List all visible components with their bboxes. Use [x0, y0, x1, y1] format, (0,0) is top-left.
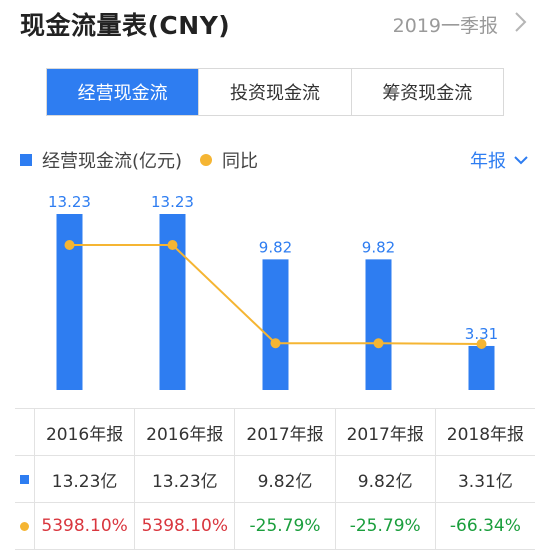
tab-financing-cashflow[interactable]: 筹资现金流 — [350, 69, 503, 115]
data-table: 2016年报 2016年报 2017年报 2017年报 2018年报 13.23… — [15, 408, 535, 550]
bar-value-label: 13.23 — [48, 193, 91, 211]
legend-line-swatch — [200, 154, 213, 166]
chevron-down-icon — [514, 156, 528, 165]
bar-2[interactable] — [262, 259, 289, 390]
bar-value-label: 9.82 — [259, 238, 292, 256]
period-selector-label: 年报 — [470, 151, 506, 172]
bar-marker — [20, 474, 29, 484]
yoy-point-3[interactable] — [373, 338, 384, 349]
table-cell: 13.23亿 — [35, 456, 136, 502]
bar-value-label: 9.82 — [362, 238, 395, 256]
cashflow-tabs: 经营现金流 投资现金流 筹资现金流 — [46, 68, 504, 116]
chevron-right-icon[interactable] — [514, 10, 528, 34]
table-row-yoy: 5398.10% 5398.10% -25.79% -25.79% -66.34… — [15, 503, 535, 550]
table-cell: 3.31亿 — [457, 471, 513, 492]
table-header-cell: 2016年报 — [135, 409, 236, 455]
bar-value-label: 13.23 — [151, 193, 194, 211]
table-header-cell: 2017年报 — [336, 409, 436, 455]
chart-legend: 经营现金流(亿元) 同比 — [20, 147, 258, 173]
cashflow-chart: 13.23 13.23 9.82 9.82 3.31 — [48, 193, 498, 390]
table-cell: 9.82亿 — [235, 456, 336, 502]
yoy-point-2[interactable] — [270, 338, 281, 349]
table-cell-yoy: 5398.10% — [135, 503, 236, 549]
yoy-point-4[interactable] — [476, 339, 487, 349]
table-header-row: 2016年报 2016年报 2017年报 2017年报 2018年报 — [15, 409, 535, 456]
table-cell: 9.82亿 — [336, 456, 436, 502]
table-header-cell: 2016年报 — [35, 409, 136, 455]
yoy-point-0[interactable] — [64, 240, 75, 250]
tab-operating-cashflow[interactable]: 经营现金流 — [47, 69, 199, 115]
legend-bar-swatch — [20, 154, 32, 166]
table-cell-yoy: -25.79% — [235, 503, 336, 549]
legend-bar-label: 经营现金流(亿元) — [42, 151, 183, 172]
table-cell-yoy: -25.79% — [336, 503, 436, 549]
table-cell-yoy: -66.34% — [449, 516, 521, 536]
table-header-cell: 2018年报 — [446, 424, 525, 445]
tab-investing-cashflow[interactable]: 投资现金流 — [198, 69, 350, 115]
bar-4[interactable] — [468, 345, 495, 390]
line-marker — [20, 521, 29, 531]
yoy-point-1[interactable] — [167, 240, 178, 250]
legend-line-label: 同比 — [222, 151, 259, 172]
table-header-cell: 2017年报 — [235, 409, 336, 455]
header: 现金流量表(CNY) 2019一季报 — [0, 0, 550, 48]
bar-3[interactable] — [365, 259, 392, 390]
bar-value-label: 3.31 — [465, 325, 498, 343]
table-cell-yoy: 5398.10% — [35, 503, 136, 549]
table-cell: 13.23亿 — [135, 456, 236, 502]
period-selector[interactable]: 年报 — [470, 147, 528, 173]
table-row-cashflow: 13.23亿 13.23亿 9.82亿 9.82亿 3.31亿 — [15, 456, 535, 503]
page-title: 现金流量表(CNY) — [20, 11, 231, 40]
report-period[interactable]: 2019一季报 — [392, 15, 498, 37]
